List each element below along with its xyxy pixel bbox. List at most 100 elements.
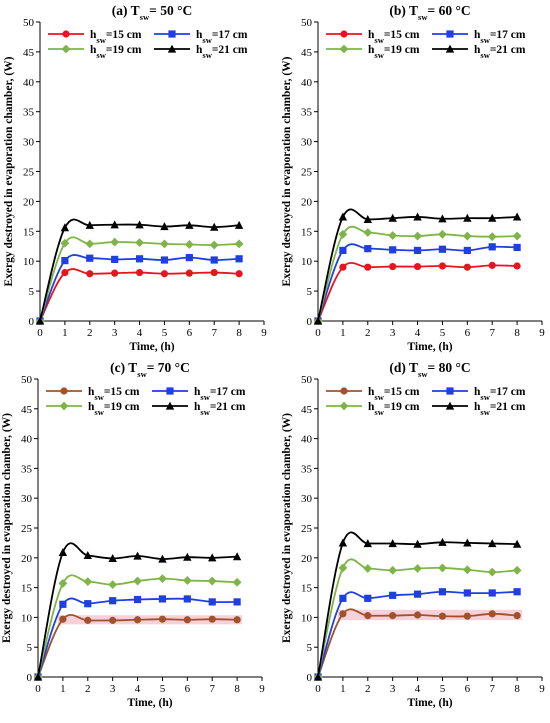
series-2 [313, 225, 522, 326]
legend-label-prefix: h [474, 44, 481, 56]
legend-marker [165, 401, 175, 410]
data-point [160, 270, 169, 278]
series-3 [33, 542, 242, 681]
data-point [339, 594, 347, 602]
data-point [438, 563, 447, 573]
data-point [413, 212, 422, 221]
x-tick-label: 9 [539, 327, 545, 339]
data-point [133, 595, 142, 604]
data-point [185, 254, 193, 262]
data-point [185, 220, 194, 229]
x-tick-label: 8 [514, 327, 520, 339]
data-point [488, 213, 497, 222]
data-point [86, 254, 94, 262]
legend-label-prefix: h [90, 44, 97, 56]
legend-marker [446, 30, 454, 38]
x-tick-label: 2 [85, 683, 91, 695]
chart-title-prefix: (b) T [389, 3, 418, 18]
data-point [133, 576, 142, 586]
data-point [235, 255, 243, 263]
data-point [108, 580, 118, 590]
legend-label: hsw=15 cm [90, 29, 142, 45]
legend-marker [168, 30, 176, 38]
legend-marker [60, 387, 68, 395]
legend-item: hsw=19 cm [48, 44, 142, 60]
data-point [438, 229, 447, 239]
data-point [61, 268, 69, 277]
data-point [135, 238, 144, 248]
data-point [463, 538, 472, 547]
data-point [58, 579, 68, 588]
data-point [60, 223, 70, 232]
data-point [389, 591, 397, 599]
y-tick-label: 15 [23, 226, 35, 238]
data-point [487, 567, 497, 577]
x-tick-label: 1 [62, 327, 68, 339]
data-point [512, 539, 522, 548]
data-point [488, 589, 496, 597]
y-tick-label: 5 [307, 286, 313, 298]
y-tick-label: 30 [21, 493, 33, 505]
x-tick-label: 2 [365, 683, 371, 695]
legend-item: hsw=15 cm [326, 386, 420, 402]
data-point [110, 237, 120, 247]
y-tick-label: 20 [301, 196, 313, 208]
legend-label-suffix: =19 cm [384, 44, 420, 56]
data-point [133, 616, 142, 624]
y-tick-label: 40 [301, 434, 313, 446]
legend-marker [340, 30, 348, 38]
y-tick-label: 5 [29, 286, 35, 298]
chart-title-sub: sw [140, 12, 150, 22]
legend-label: hsw=17 cm [194, 386, 246, 402]
data-point [135, 268, 144, 277]
legend-item: hsw=17 cm [432, 29, 526, 45]
data-point [463, 263, 471, 271]
x-tick-label: 4 [135, 683, 141, 695]
y-axis-title: Exergy destroyed in evaporation chamber,… [281, 413, 293, 643]
data-point [388, 213, 397, 222]
data-point [182, 576, 192, 585]
chart-title-suffix: = 70 °C [147, 360, 190, 375]
data-point [61, 257, 69, 265]
data-point [208, 553, 217, 562]
data-point [339, 263, 347, 271]
legend-label-suffix: =21 cm [490, 44, 526, 56]
x-axis-title: Time, (h) [127, 697, 172, 709]
legend-item: hsw=15 cm [326, 29, 420, 45]
data-point [313, 316, 323, 325]
x-tick-label: 6 [187, 327, 193, 339]
legend-label: hsw=17 cm [196, 29, 248, 45]
legend-label: hsw=21 cm [474, 44, 526, 60]
data-point [413, 539, 422, 548]
data-point [59, 600, 67, 608]
x-tick-label: 2 [365, 327, 371, 339]
series-0 [36, 268, 243, 325]
legend-label-suffix: =17 cm [212, 29, 248, 41]
legend-label: hsw=19 cm [90, 44, 142, 60]
data-point [413, 590, 422, 598]
series-2 [33, 574, 242, 682]
legend-marker [62, 30, 70, 38]
data-point [158, 574, 167, 584]
legend-label: hsw=19 cm [88, 401, 140, 417]
data-point [338, 229, 348, 239]
data-point [108, 553, 117, 562]
x-tick-label: 0 [35, 683, 41, 695]
legend-label: hsw=21 cm [194, 401, 246, 417]
data-point [513, 243, 521, 252]
y-tick-label: 10 [301, 256, 313, 268]
legend-label-suffix: =21 cm [210, 401, 246, 413]
x-tick-label: 5 [160, 683, 166, 695]
series-1 [314, 243, 521, 325]
data-point [183, 595, 191, 603]
data-point [232, 552, 242, 561]
legend-label-suffix: =21 cm [490, 401, 526, 413]
chart-title: (c) Tsw= 70 °C [110, 360, 190, 379]
chart-title-sub: sw [137, 369, 147, 379]
data-point [364, 612, 372, 620]
data-point [488, 610, 496, 618]
legend-label-prefix: h [196, 29, 203, 41]
